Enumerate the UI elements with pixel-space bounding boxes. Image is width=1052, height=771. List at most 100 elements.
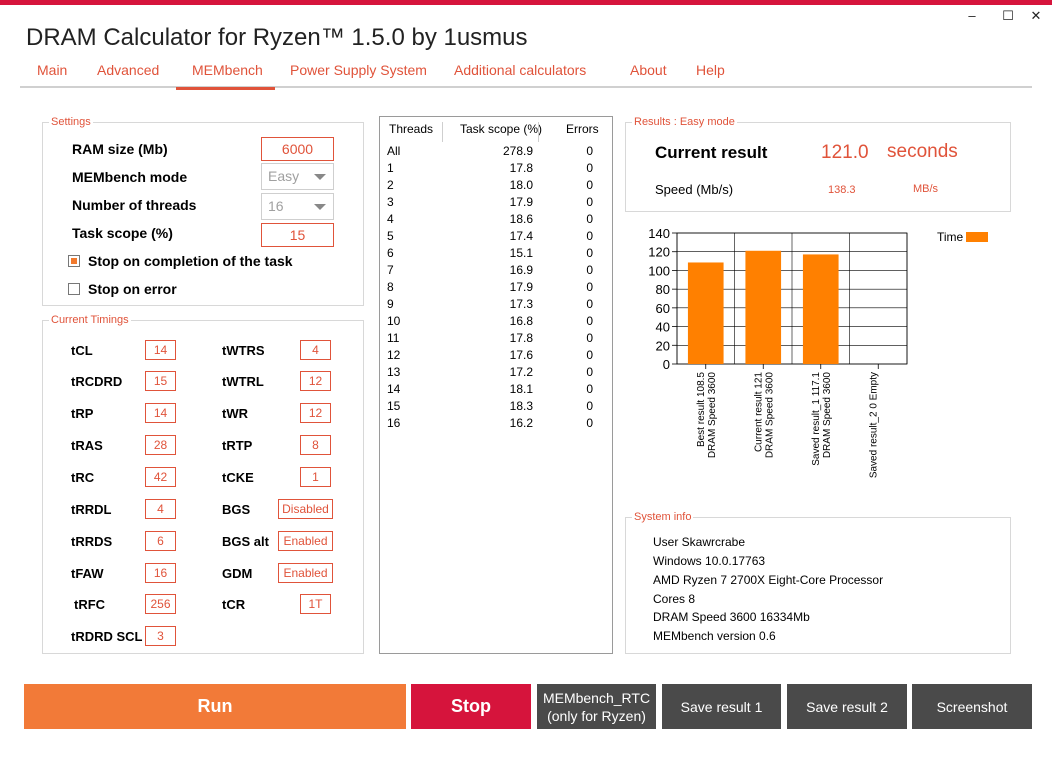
cell-errors: 0 <box>586 348 593 362</box>
table-row[interactable]: 13 17.2 0 <box>380 364 612 381</box>
table-row[interactable]: All 278.9 0 <box>380 143 612 160</box>
save-result-1-button[interactable]: Save result 1 <box>662 684 781 729</box>
x-category-label: Saved result_2 0 Empty <box>868 372 879 478</box>
timing-value-tcke[interactable]: 1 <box>300 467 331 487</box>
timing-value-trp[interactable]: 14 <box>145 403 176 423</box>
timing-label-trrds: tRRDS <box>71 534 113 549</box>
header-task-scope[interactable]: Task scope (%) <box>460 122 543 136</box>
cell-errors: 0 <box>586 416 593 430</box>
timing-label-tcr: tCR <box>222 597 246 612</box>
cell-thread: 6 <box>387 246 394 260</box>
membench-rtc-button[interactable]: MEMbench_RTC (only for Ryzen) <box>537 684 656 729</box>
cell-task-scope: 16.2 <box>509 416 533 430</box>
timing-value-twtrs[interactable]: 4 <box>300 340 331 360</box>
table-row[interactable]: 7 16.9 0 <box>380 262 612 279</box>
table-row[interactable]: 8 17.9 0 <box>380 279 612 296</box>
cell-thread: 11 <box>387 331 400 345</box>
legend-label: Time <box>937 230 964 244</box>
timing-value-trrdl[interactable]: 4 <box>145 499 176 519</box>
timing-label-trc: tRC <box>71 470 95 485</box>
table-row[interactable]: 12 17.6 0 <box>380 347 612 364</box>
timing-value-tras[interactable]: 28 <box>145 435 176 455</box>
settings-group-label: Settings <box>49 116 93 128</box>
timing-value-trrds[interactable]: 6 <box>145 531 176 551</box>
ram-size-label: RAM size (Mb) <box>72 141 168 157</box>
cell-errors: 0 <box>586 144 593 158</box>
table-row[interactable]: 9 17.3 0 <box>380 296 612 313</box>
table-row[interactable]: 6 15.1 0 <box>380 245 612 262</box>
cell-thread: 10 <box>387 314 401 328</box>
timing-value-tcr[interactable]: 1T <box>300 594 331 614</box>
cell-thread: 2 <box>387 178 394 192</box>
stop-on-error-label: Stop on error <box>88 281 177 297</box>
screenshot-button[interactable]: Screenshot <box>912 684 1032 729</box>
timing-value-trdrd-scl[interactable]: 3 <box>145 626 176 646</box>
threads-table[interactable]: Threads Task scope (%) Errors All 278.9 0 1… <box>379 116 613 654</box>
cell-errors: 0 <box>586 263 593 277</box>
save-result-2-button[interactable]: Save result 2 <box>787 684 907 729</box>
timing-value-trfc[interactable]: 256 <box>145 594 176 614</box>
table-row[interactable]: 4 18.6 0 <box>380 211 612 228</box>
cell-errors: 0 <box>586 246 593 260</box>
current-result-label: Current result <box>655 143 768 162</box>
maximize-button[interactable]: ☐ <box>1002 8 1014 23</box>
table-row[interactable]: 3 17.9 0 <box>380 194 612 211</box>
table-row[interactable]: 2 18.0 0 <box>380 177 612 194</box>
membench-mode-label: MEMbench mode <box>72 169 188 185</box>
tab-about[interactable]: About <box>630 62 667 78</box>
table-row[interactable]: 11 17.8 0 <box>380 330 612 347</box>
checkbox-checked-icon <box>68 255 80 267</box>
header-threads[interactable]: Threads <box>389 122 434 136</box>
timing-label-twtrl: tWTRL <box>222 374 264 389</box>
timing-value-trcdrd[interactable]: 15 <box>145 371 176 391</box>
timing-value-twtrl[interactable]: 12 <box>300 371 331 391</box>
close-button[interactable]: ✕ <box>1030 8 1042 23</box>
timing-value-twr[interactable]: 12 <box>300 403 331 423</box>
header-divider <box>442 122 443 142</box>
tab-help[interactable]: Help <box>696 62 725 78</box>
table-row[interactable]: 5 17.4 0 <box>380 228 612 245</box>
timing-value-gdm[interactable]: Enabled <box>278 563 333 583</box>
timing-value-trc[interactable]: 42 <box>145 467 176 487</box>
run-button[interactable]: Run <box>24 684 406 729</box>
table-row[interactable]: 14 18.1 0 <box>380 381 612 398</box>
cell-errors: 0 <box>586 297 593 311</box>
timing-value-bgs-alt[interactable]: Enabled <box>278 531 333 551</box>
timing-value-tcl[interactable]: 14 <box>145 340 176 360</box>
minimize-button[interactable]: – <box>968 8 976 23</box>
tab-additional-calculators[interactable]: Additional calculators <box>454 62 587 78</box>
tab-advanced[interactable]: Advanced <box>97 62 160 78</box>
tab-main[interactable]: Main <box>37 62 68 78</box>
timing-label-trdrd-scl: tRDRD SCL <box>71 629 143 644</box>
cell-thread: 9 <box>387 297 394 311</box>
task-scope-label: Task scope (%) <box>72 225 173 241</box>
stop-button[interactable]: Stop <box>411 684 531 729</box>
timing-label-trtp: tRTP <box>222 438 253 453</box>
cell-task-scope: 17.9 <box>509 195 533 209</box>
timings-group: Current Timings tCL 14 tRCDRD 15 tRP 14 … <box>42 314 364 654</box>
header-errors[interactable]: Errors <box>566 122 599 136</box>
table-row[interactable]: 1 17.8 0 <box>380 160 612 177</box>
tab-membench[interactable]: MEMbench <box>176 62 275 90</box>
timing-value-tfaw[interactable]: 16 <box>145 563 176 583</box>
timing-label-bgs-alt: BGS alt <box>222 534 269 549</box>
tab-power-supply-system[interactable]: Power Supply System <box>290 62 427 78</box>
timing-value-bgs[interactable]: Disabled <box>278 499 333 519</box>
timing-label-tcke: tCKE <box>222 470 254 485</box>
cell-thread: 7 <box>387 263 394 277</box>
table-header: Threads Task scope (%) Errors <box>380 117 612 142</box>
cell-thread: 12 <box>387 348 401 362</box>
table-row[interactable]: 10 16.8 0 <box>380 313 612 330</box>
current-result-value: 121.0 <box>821 142 869 163</box>
x-category-sublabel: DRAM Speed 3600 <box>764 372 775 459</box>
cell-errors: 0 <box>586 212 593 226</box>
membench-rtc-sublabel: (only for Ryzen) <box>547 707 646 724</box>
table-row[interactable]: 16 16.2 0 <box>380 415 612 432</box>
table-row[interactable]: 15 18.3 0 <box>380 398 612 415</box>
ram-size-input[interactable]: 6000 <box>261 137 334 161</box>
task-scope-input[interactable]: 15 <box>261 223 334 247</box>
timing-value-trtp[interactable]: 8 <box>300 435 331 455</box>
cell-task-scope: 18.1 <box>509 382 533 396</box>
threads-select[interactable]: 16 <box>261 193 334 220</box>
membench-mode-select[interactable]: Easy <box>261 163 334 190</box>
